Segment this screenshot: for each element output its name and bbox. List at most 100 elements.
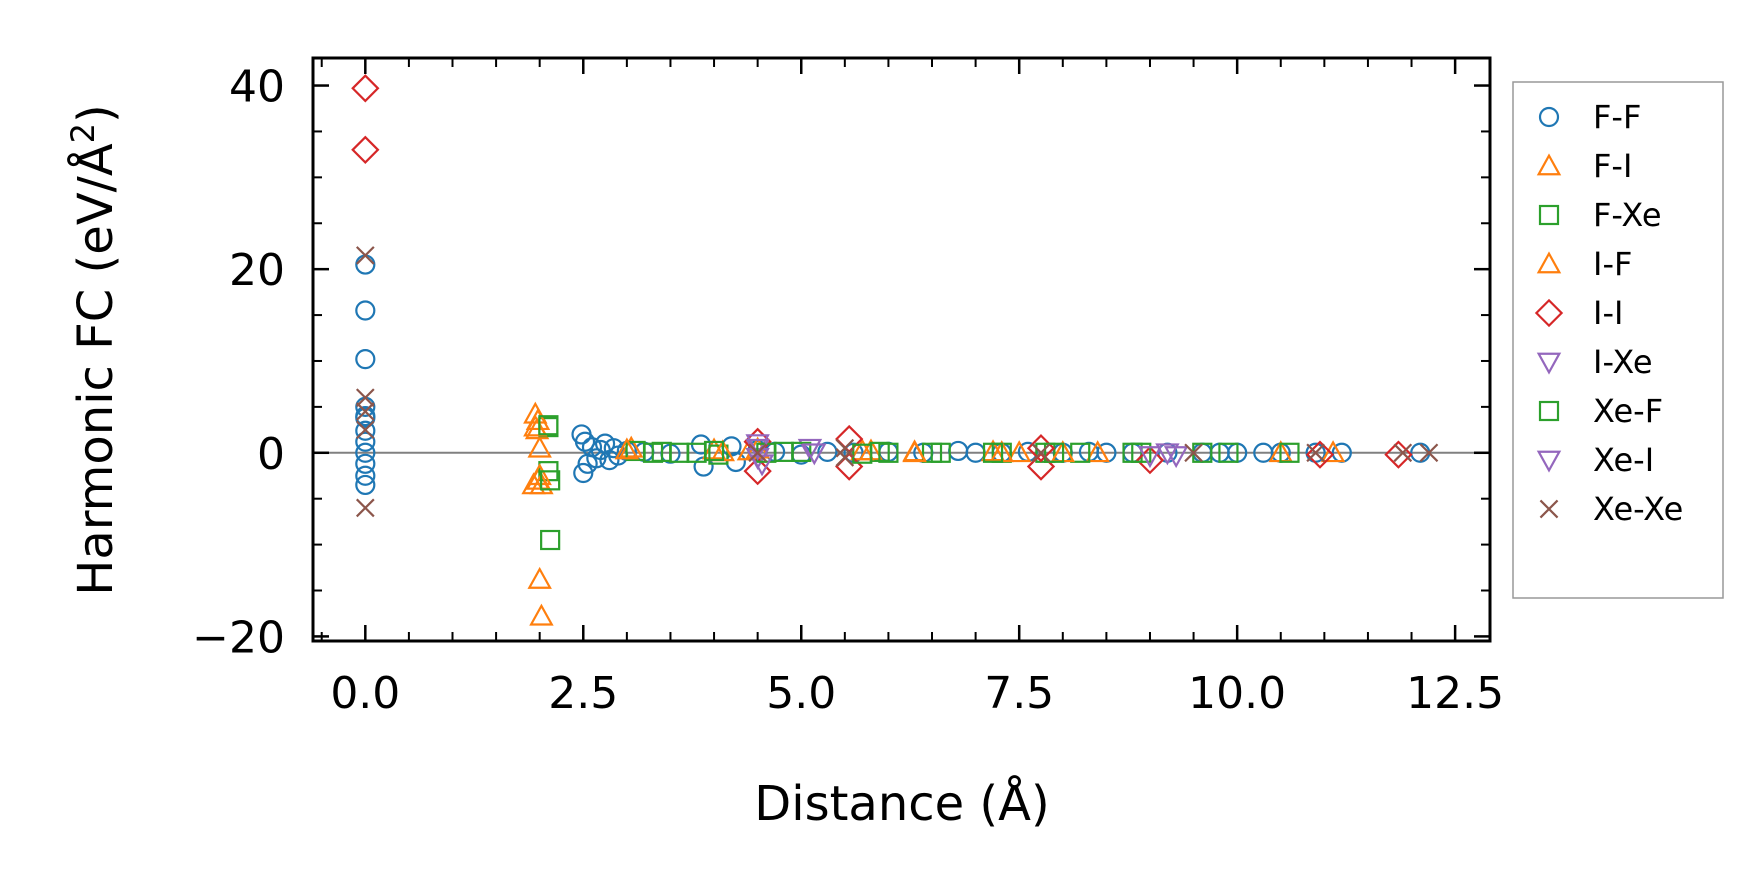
x-tick-label: 5.0 [766,668,836,719]
legend-marker-f-xe [1538,204,1560,226]
legend-label-f-f: F-F [1593,98,1641,136]
data-point [527,566,552,589]
data-point [355,465,376,486]
data-point [355,431,376,452]
y-tick-label: 40 [229,62,285,113]
legend-label-f-xe: F-Xe [1593,196,1662,234]
data-point [749,454,775,477]
legend: F-F F-I F-Xe I-F I-I I-Xe Xe-F Xe-I Xe-Xe [1512,81,1724,599]
data-point [1026,452,1056,481]
data-point [355,420,376,441]
legend-marker-f-f [1538,106,1560,128]
data-point [540,529,561,551]
legend-label-xe-xe: Xe-Xe [1593,490,1683,528]
y-tick-label: 20 [229,245,285,296]
y-axis-label-superscript: 2 [64,123,102,143]
data-point [1006,440,1032,463]
data-point [529,472,554,495]
x-tick-label: 2.5 [548,668,618,719]
data-point [581,437,603,458]
legend-marker-xe-i [1536,450,1562,473]
data-point [802,443,827,466]
data-point [850,438,875,461]
data-point [1393,443,1413,463]
legend-label-f-i: F-I [1593,147,1632,185]
y-tick-label: −20 [192,612,285,663]
data-point [791,441,812,462]
series-xe-xe [355,246,1439,518]
y-axis-label: Harmonic FC (eV/Å2) [64,104,124,596]
series-f-i [523,401,1346,626]
legend-label-i-f: I-F [1593,245,1632,283]
y-tick-label: 0 [257,429,285,480]
legend-label-xe-f: Xe-F [1593,392,1663,430]
x-tick-label: 12.5 [1406,668,1504,719]
data-point [574,431,596,452]
data-point [1384,440,1413,469]
data-point [1043,442,1065,463]
data-point [355,453,376,474]
data-point [355,498,375,518]
legend-marker-i-f [1536,251,1562,274]
legend-label-i-i: I-I [1593,294,1623,332]
data-point [748,443,767,463]
data-point [1070,442,1091,463]
data-point [902,440,927,463]
data-point [355,300,376,321]
data-point [852,443,873,464]
data-point [835,452,864,481]
y-axis-label-main: Harmonic FC (eV/Å [67,143,124,596]
data-point [355,388,375,408]
plot-frame [311,56,1492,643]
data-point [355,254,376,275]
data-point [351,74,380,103]
data-point [614,437,640,460]
x-tick-label: 7.5 [984,668,1054,719]
x-tick-label: 0.0 [330,668,400,719]
data-point [355,349,376,370]
data-point [708,444,729,465]
x-tick-label: 10.0 [1188,668,1286,719]
data-point [1085,440,1110,463]
data-point [529,603,554,626]
legend-marker-xe-f [1538,400,1560,422]
data-point [351,135,380,164]
data-point [1306,443,1325,463]
y-axis-label-end: ) [68,104,124,123]
data-point [878,442,899,463]
data-point [1131,442,1152,463]
legend-marker-xe-xe [1539,499,1559,519]
data-point [527,463,552,486]
legend-label-xe-i: Xe-I [1593,441,1654,479]
x-axis-label: Distance (Å) [754,775,1049,832]
data-point [835,438,855,458]
series-i-i [351,74,1413,486]
data-point [982,442,1004,463]
data-point [355,442,376,463]
data-point [703,440,725,462]
data-point [1184,443,1203,463]
data-point [1218,442,1239,463]
data-point [930,442,951,463]
series-i-xe [745,434,1180,470]
data-point [355,420,375,440]
data-point [1026,434,1056,463]
data-point [1135,445,1165,475]
legend-frame [1512,81,1724,599]
data-point [355,405,376,427]
data-point [355,474,376,496]
series-f-xe [538,416,1300,551]
data-point [745,438,770,461]
data-point [1155,443,1180,466]
data-point [835,448,855,467]
data-point [355,246,375,265]
series-xe-i [745,438,1189,477]
data-point [1031,443,1051,463]
data-point [525,408,551,431]
data-point [797,438,823,461]
legend-marker-f-i [1536,153,1562,176]
series-xe-f [538,415,1239,491]
legend-marker-i-i [1534,298,1564,328]
data-point [817,441,838,462]
